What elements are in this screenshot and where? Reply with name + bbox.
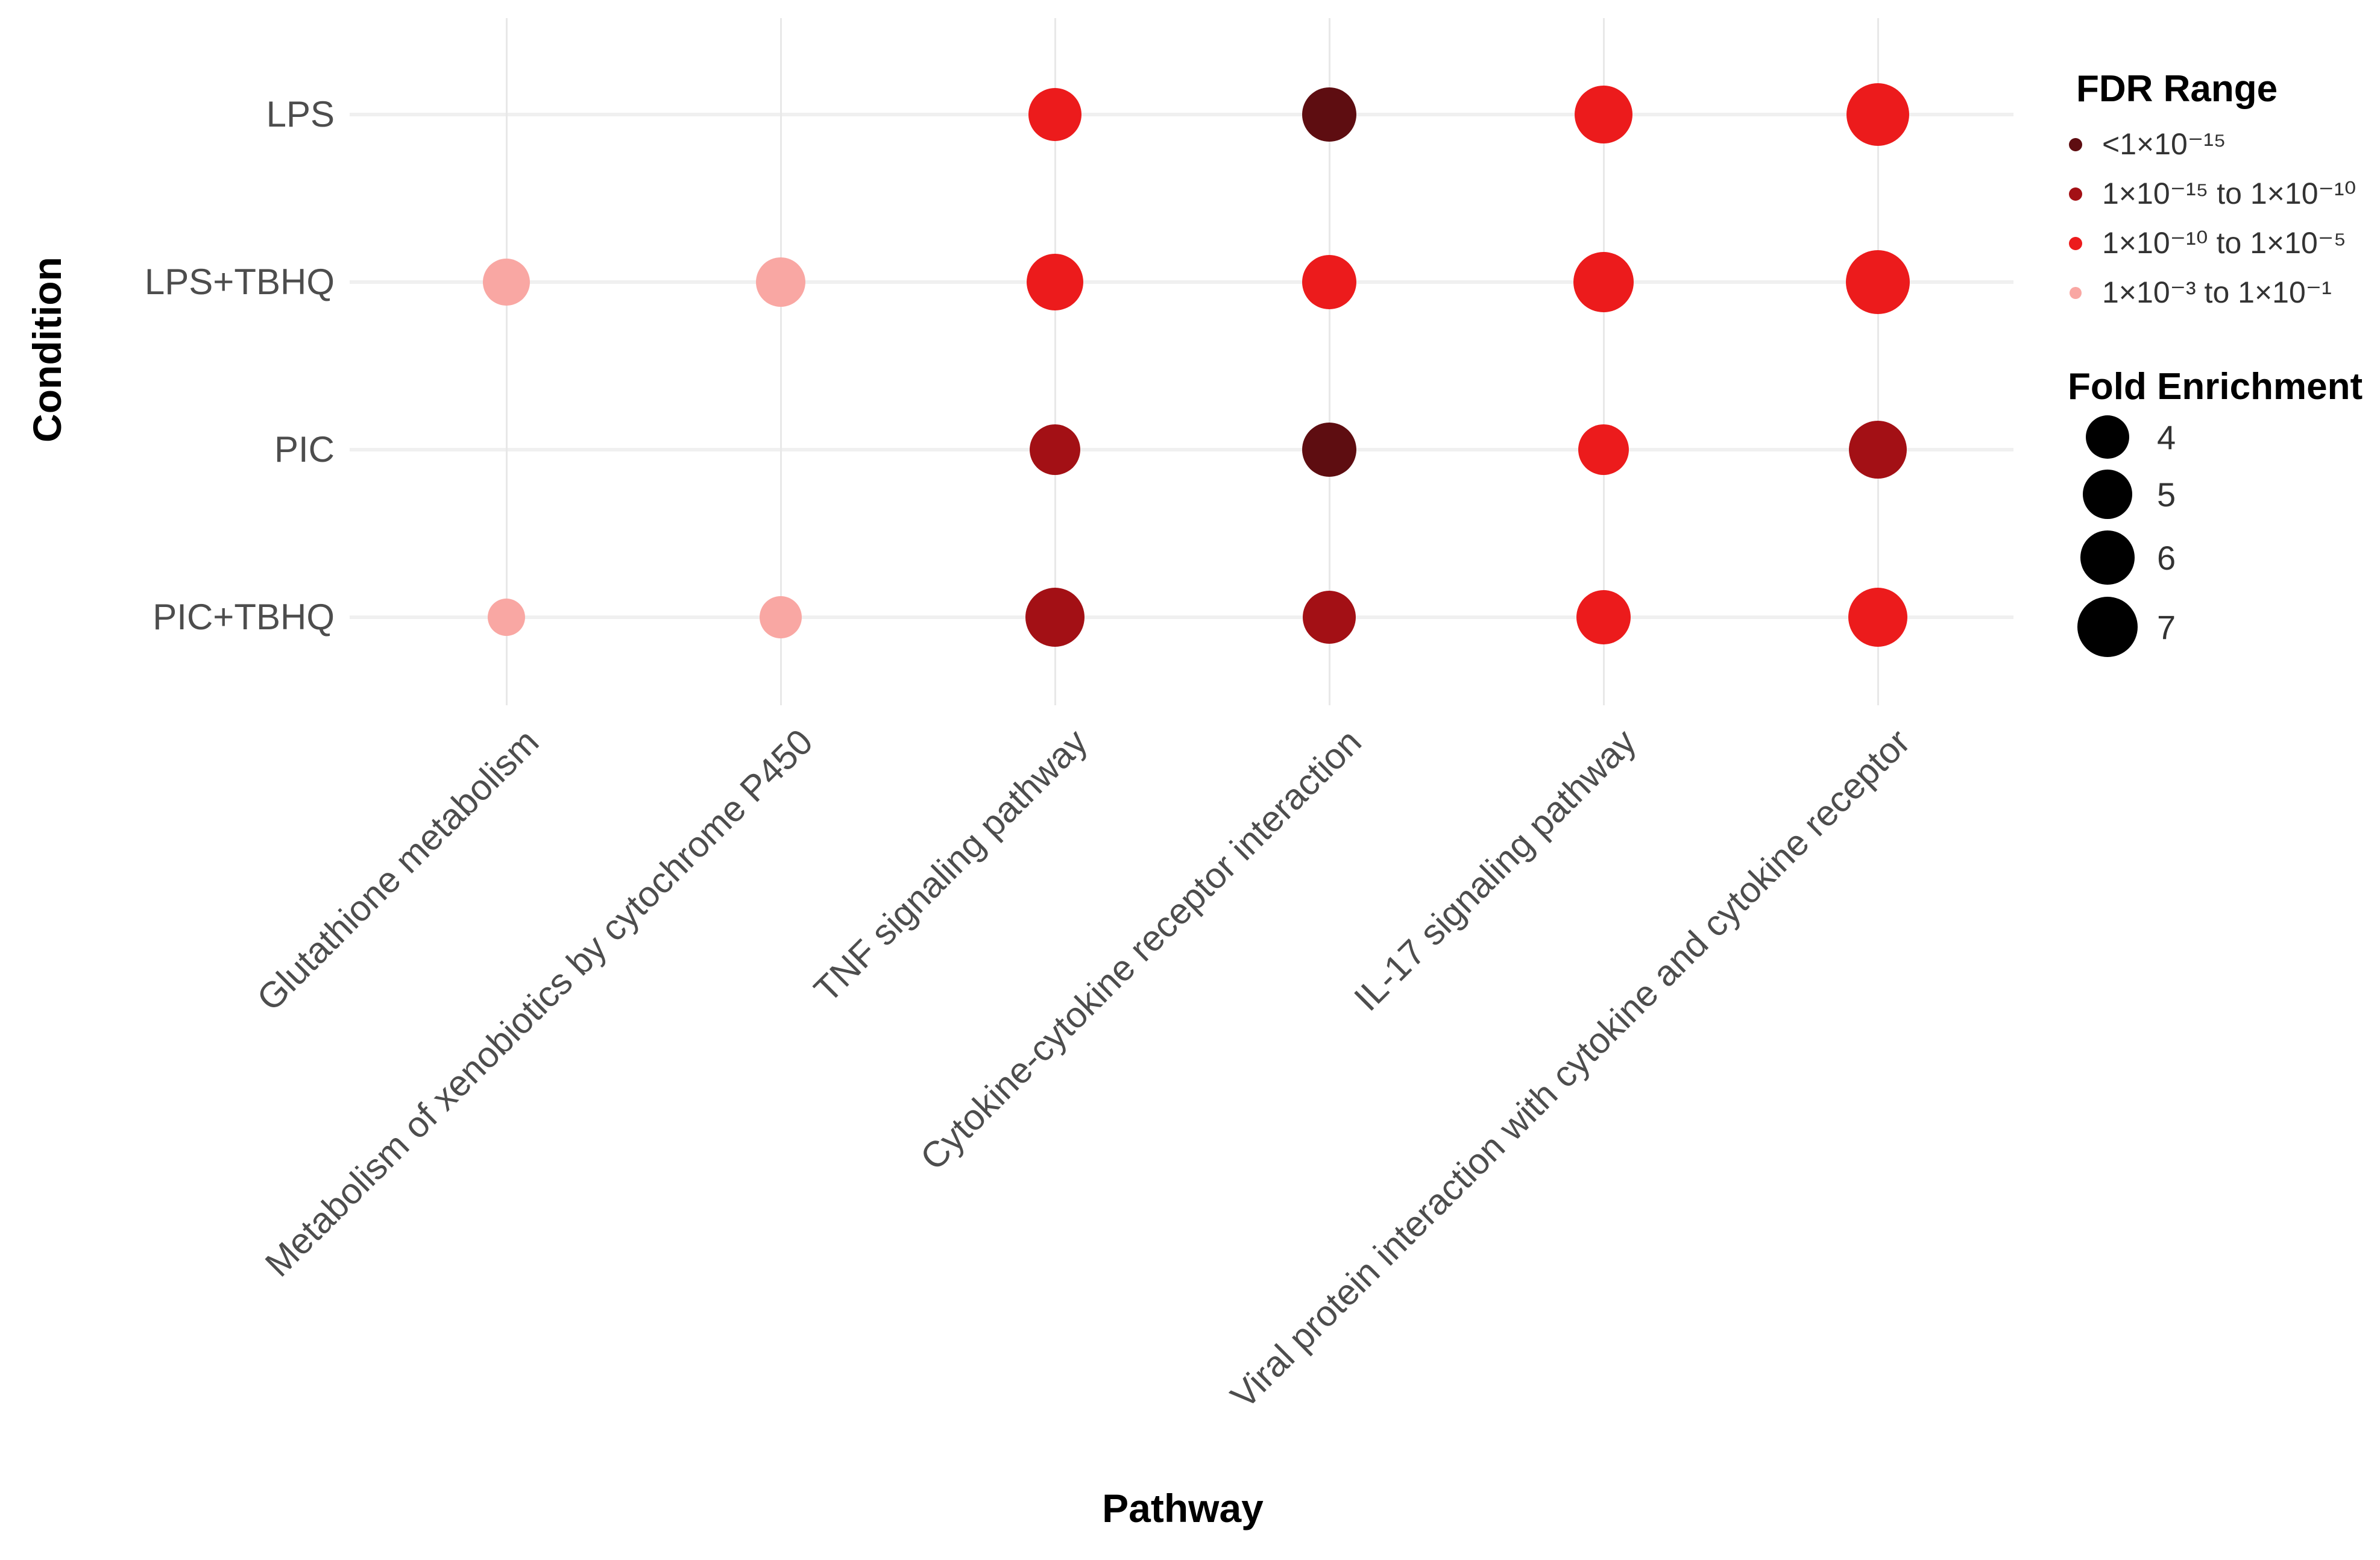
fold-enrichment-legend-title: Fold Enrichment bbox=[2068, 366, 2363, 407]
data-point bbox=[1030, 424, 1080, 475]
gridline-vertical bbox=[1877, 18, 1879, 705]
fdr-legend-label: 1×10⁻¹⁵ to 1×10⁻¹⁰ bbox=[2102, 177, 2356, 210]
fold-enrichment-legend-dot bbox=[2080, 530, 2135, 585]
data-point bbox=[756, 257, 805, 307]
data-point bbox=[1303, 591, 1356, 644]
gridline-horizontal bbox=[350, 448, 2013, 451]
gridline-horizontal bbox=[350, 615, 2013, 619]
x-axis-label: Glutathione metabolism bbox=[248, 721, 547, 1019]
x-axis-label: IL-17 signaling pathway bbox=[1346, 721, 1644, 1019]
data-point bbox=[1028, 88, 1081, 141]
data-point bbox=[483, 259, 530, 306]
data-point bbox=[1302, 423, 1356, 477]
fold-enrichment-legend-dot bbox=[2086, 415, 2129, 459]
fdr-legend-label: <1×10⁻¹⁵ bbox=[2102, 127, 2226, 161]
gridline-horizontal bbox=[350, 280, 2013, 284]
y-axis-label: LPS+TBHQ bbox=[144, 262, 335, 302]
fdr-legend-label: 1×10⁻³ to 1×10⁻¹ bbox=[2102, 275, 2332, 309]
gridline-horizontal bbox=[350, 113, 2013, 116]
gridline-vertical bbox=[1603, 18, 1605, 705]
data-point bbox=[1573, 252, 1634, 312]
fold-enrichment-legend-dot bbox=[2077, 597, 2138, 657]
data-point bbox=[1302, 255, 1356, 309]
gridline-vertical bbox=[506, 18, 508, 705]
gridline-vertical bbox=[1329, 18, 1330, 705]
y-axis-label: PIC bbox=[274, 429, 335, 470]
fdr-legend-dot bbox=[2069, 138, 2082, 151]
data-point bbox=[1846, 83, 1909, 146]
data-point bbox=[1846, 250, 1910, 314]
fold-enrichment-legend-label: 6 bbox=[2157, 539, 2176, 577]
data-point bbox=[760, 596, 802, 638]
data-point bbox=[1025, 588, 1085, 647]
data-point bbox=[1578, 424, 1629, 475]
x-axis-label: Cytokine-cytokine receptor interaction bbox=[912, 721, 1370, 1178]
fdr-legend-dot bbox=[2069, 187, 2082, 201]
fold-enrichment-legend-label: 4 bbox=[2157, 418, 2176, 456]
fdr-legend-label: 1×10⁻¹⁰ to 1×10⁻⁵ bbox=[2102, 226, 2346, 260]
y-axis-label: LPS bbox=[266, 94, 335, 134]
fdr-legend-dot bbox=[2069, 237, 2082, 250]
data-point bbox=[488, 599, 525, 636]
gridline-vertical bbox=[780, 18, 782, 705]
data-point bbox=[1302, 87, 1356, 142]
data-point bbox=[1576, 590, 1631, 644]
data-point bbox=[1575, 86, 1632, 143]
x-axis-title: Pathway bbox=[1102, 1486, 1264, 1530]
x-axis-label: TNF signaling pathway bbox=[806, 721, 1095, 1010]
data-point bbox=[1849, 421, 1907, 479]
fold-enrichment-legend-dot bbox=[2083, 470, 2132, 519]
fold-enrichment-legend-label: 7 bbox=[2157, 608, 2176, 646]
x-axis-label: Viral protein interaction with cytokine … bbox=[1223, 721, 1918, 1417]
fold-enrichment-legend-label: 5 bbox=[2157, 476, 2176, 514]
y-axis-label: PIC+TBHQ bbox=[153, 597, 335, 637]
fdr-legend-dot bbox=[2070, 287, 2082, 299]
x-axis-label: Metabolism of xenobiotics by cytochrome … bbox=[257, 721, 821, 1285]
gridline-vertical bbox=[1054, 18, 1056, 705]
data-point bbox=[1027, 254, 1083, 310]
y-axis-title: Condition bbox=[25, 257, 69, 442]
fdr-legend-title: FDR Range bbox=[2076, 68, 2278, 110]
data-point bbox=[1848, 588, 1907, 647]
